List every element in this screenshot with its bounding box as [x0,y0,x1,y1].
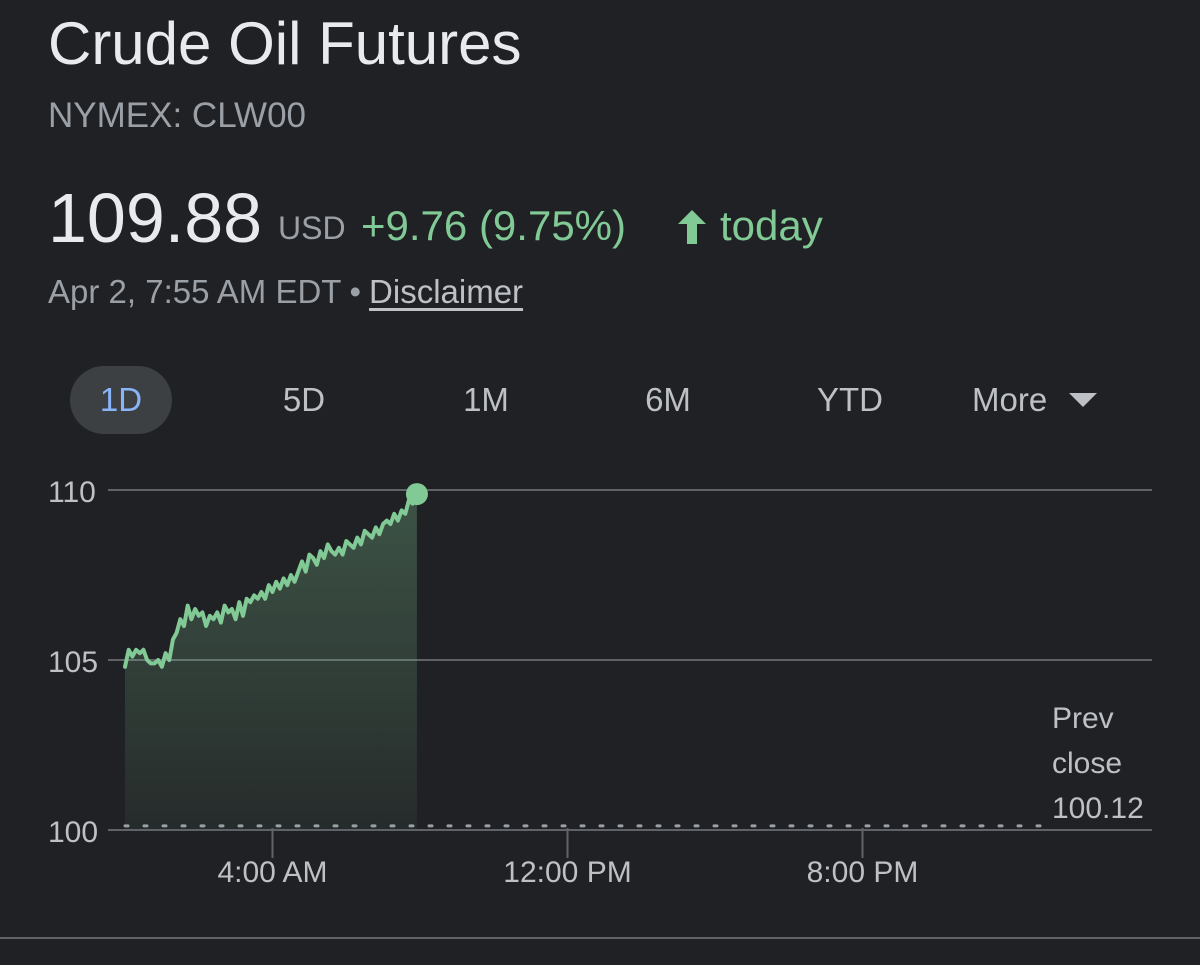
currency-label: USD [278,210,346,246]
last-price-dot [405,483,428,506]
y-tick-label: 100 [48,816,98,849]
prev-close-label: close [1052,747,1122,780]
x-tick-label: 12:00 PM [503,856,631,889]
price-line [123,491,419,669]
meta-separator: • [349,273,362,310]
prev-close-label: 100.12 [1052,792,1144,825]
y-tick-label: 105 [48,646,98,679]
tab-6m[interactable]: 6M [645,381,691,418]
price-area [125,493,417,830]
tab-ytd[interactable]: YTD [817,381,883,418]
tab-1m[interactable]: 1M [463,381,509,418]
range-tabs: 1D 5D 1M 6M YTD More [0,366,1200,434]
triangle-down-icon [1069,393,1098,408]
tab-1d[interactable]: 1D [70,366,172,434]
x-tick-label: 8:00 PM [807,856,919,889]
price-change: +9.76 (9.75%) [361,202,627,249]
more-dropdown[interactable]: More [972,366,1098,434]
tab-5d[interactable]: 5D [282,381,326,418]
price-chart: 110 105 100 4:00 AM 12:00 PM 8:00 PM Prev close… [48,476,1152,889]
change-period: today [720,202,823,249]
arrow-up-icon [678,210,706,244]
ticker-symbol: NYMEX: CLW00 [48,96,307,135]
x-tick-label: 4:00 AM [217,856,327,889]
disclaimer-link[interactable]: Disclaimer [369,273,524,310]
bottom-divider [0,937,1200,939]
page-title: Crude Oil Futures [48,10,522,77]
quote-timestamp: Apr 2, 7:55 AM EDT [48,273,342,310]
more-label: More [972,381,1048,418]
quote-meta: Apr 2, 7:55 AM EDT • Disclaimer [48,272,523,312]
prev-close-label: Prev [1052,702,1114,735]
current-price: 109.88 [48,179,263,257]
y-tick-label: 110 [48,476,96,509]
